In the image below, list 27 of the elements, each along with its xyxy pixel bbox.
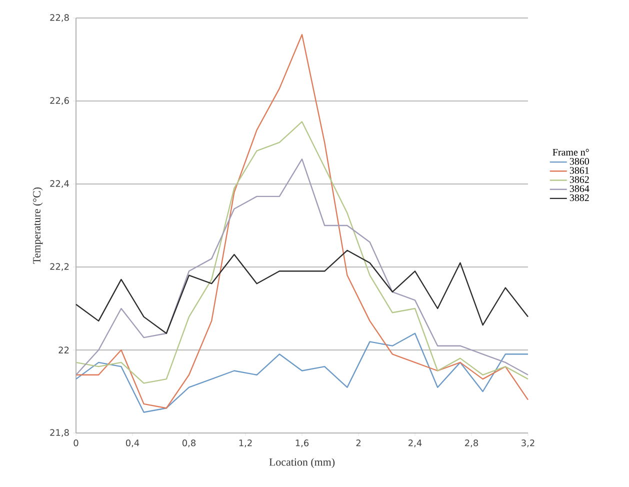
y-tick-label: 22,8	[50, 14, 69, 22]
y-tick-label: 22	[58, 346, 69, 354]
legend-label: 3861	[570, 167, 589, 174]
x-tick-label: 2	[356, 440, 360, 446]
line-series	[75, 158, 529, 376]
x-tick-label: 3,2	[522, 440, 534, 448]
line-series	[75, 34, 529, 409]
legend-label: 3860	[570, 158, 590, 165]
x-tick-label: 0	[74, 440, 78, 446]
y-tick-label: 21,8	[50, 429, 69, 437]
legend-label: 3864	[570, 185, 590, 192]
x-tick-label: 1,2	[239, 440, 252, 448]
x-tick-label: 1,6	[296, 440, 309, 448]
x-tick-label: 0,8	[182, 440, 196, 448]
legend-label: 3862	[570, 176, 589, 183]
x-tick-label: 0,4	[126, 440, 140, 448]
legend-title: Frame n°	[552, 148, 589, 156]
line-series	[75, 121, 529, 384]
x-axis-title: Location (mm)	[269, 458, 335, 468]
y-tick-label: 22,4	[50, 180, 69, 188]
x-tick-label: 2,8	[465, 440, 478, 448]
line-series	[75, 332, 529, 413]
y-tick-label: 22,6	[50, 97, 69, 105]
y-tick-label: 22,2	[50, 263, 69, 271]
x-tick-label: 2,4	[408, 440, 422, 448]
y-axis-title: Temperature (°C)	[32, 187, 43, 264]
legend-label: 3882	[570, 194, 589, 202]
